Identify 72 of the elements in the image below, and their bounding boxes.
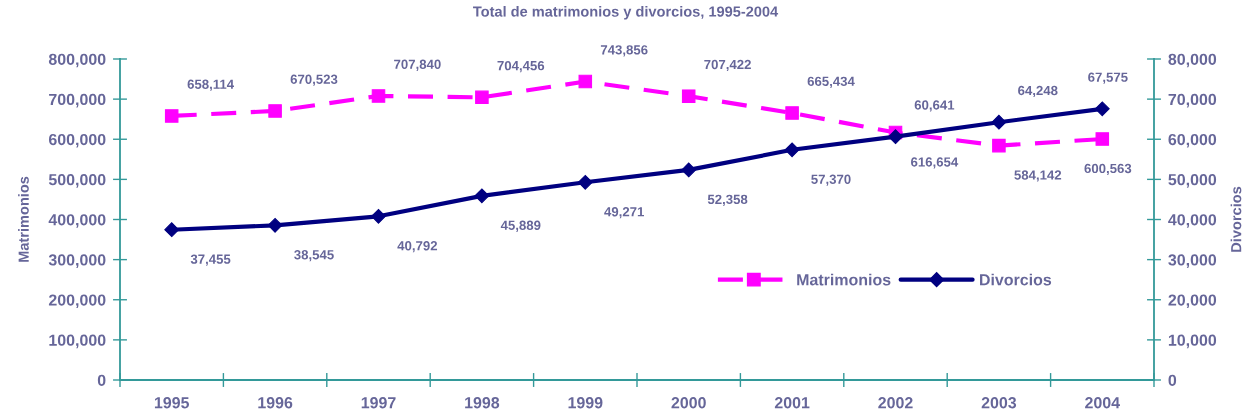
point [1095,132,1110,146]
data-label: 37,455 [190,254,231,266]
x-tick-label: 2002 [878,397,913,409]
data-label: 665,434 [807,76,855,88]
y-tick-label: 400,000 [48,214,106,228]
point [474,188,490,204]
point [164,109,179,123]
data-label: 57,370 [811,174,851,186]
x-tick-label: 2003 [981,397,1017,409]
y-tick-label: 200,000 [48,294,106,309]
point [681,162,697,178]
point [475,90,489,105]
point [1094,101,1110,117]
x-tick-label: 1995 [154,397,190,409]
data-label: 670,523 [290,74,338,86]
data-label: 743,856 [600,45,648,57]
y-tick-label: 0 [97,374,106,386]
data-label: 38,545 [294,250,334,262]
point [371,89,386,103]
data-label: 45,889 [500,220,541,232]
y2-axis-title: Divorcios [1230,186,1242,252]
data-label: 584,142 [1014,170,1062,182]
data-label: 600,563 [1084,163,1132,176]
data-label: 52,358 [707,194,748,206]
x-tick-label: 1996 [258,397,293,409]
y2-tick-label: 10,000 [1168,334,1217,349]
x-tick-label: 1997 [361,397,396,409]
y-tick-label: 100,000 [49,334,106,349]
y2-tick-label: 30,000 [1168,254,1217,268]
x-tick-label: 2001 [774,397,810,409]
point [785,106,799,120]
point [578,74,593,89]
y2-tick-label: 50,000 [1168,174,1217,188]
point [784,142,800,158]
point [267,217,283,233]
x-tick-label: 2000 [671,397,706,409]
data-label: 49,271 [604,207,644,219]
y2-tick-label: 0 [1168,374,1177,386]
point [992,138,1006,153]
y-axis-title: Matrimonios [18,176,29,262]
y-tick-label: 600,000 [48,133,106,148]
point [577,174,593,190]
point [681,89,696,103]
data-label: 64,248 [1018,85,1058,98]
point [164,222,180,238]
y-tick-label: 500,000 [48,174,106,188]
data-label: 40,792 [397,241,438,253]
x-tick-label: 2004 [1085,397,1120,409]
data-label: 707,840 [394,59,441,71]
y2-tick-label: 70,000 [1168,93,1217,108]
x-tick-label: 1999 [568,397,603,409]
y2-tick-label: 80,000 [1168,53,1217,68]
y-tick-label: 700,000 [49,93,106,108]
data-label: 60,641 [914,100,955,112]
point [371,208,386,224]
data-label: 704,456 [497,60,545,73]
data-label: 67,575 [1088,72,1128,84]
point [991,114,1007,130]
y2-tick-label: 20,000 [1168,294,1217,309]
point [888,129,903,145]
data-label: 616,654 [911,157,959,169]
data-label: 658,114 [187,79,234,91]
y2-tick-label: 40,000 [1168,214,1217,228]
legend-label: Matrimonios [797,273,891,286]
y-tick-label: 300,000 [48,254,106,268]
x-tick-label: 1998 [465,397,500,409]
y2-tick-label: 60,000 [1168,133,1217,148]
point [268,104,282,118]
y-tick-label: 800,000 [48,53,106,68]
legend-label: Divorcios [980,273,1052,286]
chart-title: Total de matrimonios y divorcios, 1995-2004 [473,6,779,20]
data-label: 707,422 [704,59,751,72]
